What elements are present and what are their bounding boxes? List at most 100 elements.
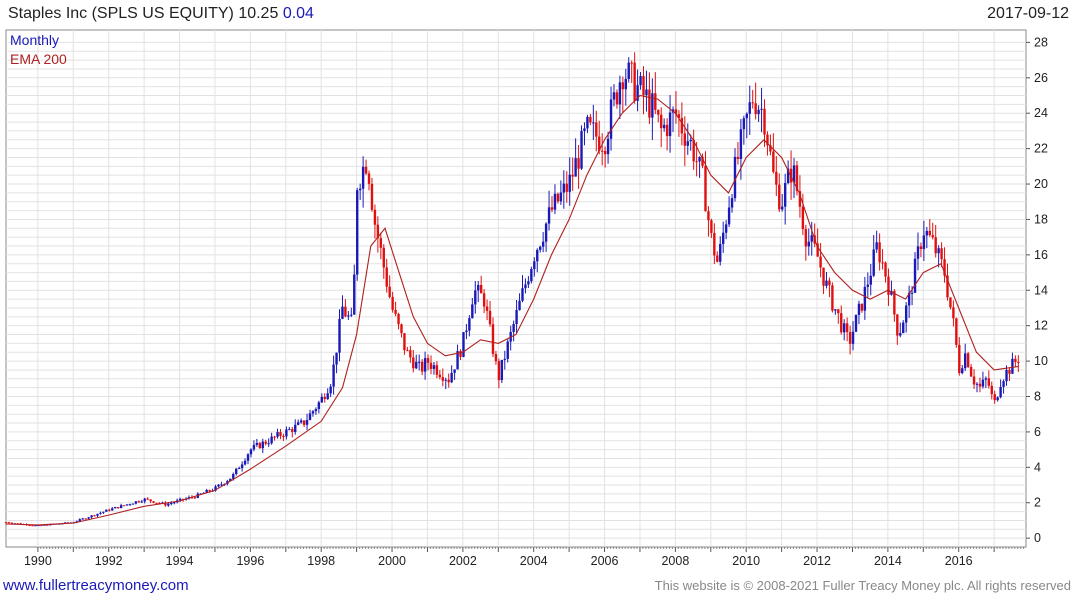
candle-body [128, 504, 132, 506]
candle-body [332, 364, 335, 387]
candle-body [152, 501, 155, 503]
candle-body [660, 114, 663, 129]
candle-body [592, 122, 595, 124]
candle-body [491, 324, 495, 355]
candle-body [294, 424, 297, 432]
candle-body [639, 76, 642, 86]
candle-body [825, 280, 828, 286]
candle-body [775, 171, 778, 185]
candle-body [792, 165, 796, 183]
candle-body [845, 323, 849, 333]
candle-body [465, 330, 468, 333]
candle-body [264, 441, 267, 444]
candle-body [739, 129, 743, 159]
candle-body [267, 443, 270, 445]
candle-body [344, 306, 347, 317]
y-tick-label: 0 [1034, 531, 1041, 545]
candle-body [426, 358, 430, 363]
candle-body [760, 108, 763, 110]
candle-body [471, 304, 474, 319]
candle-body [621, 82, 625, 90]
candle-body [928, 230, 931, 236]
candle-body [851, 331, 855, 344]
candle-body [468, 318, 471, 331]
candle-body [757, 109, 760, 115]
candle-body [341, 306, 344, 319]
candle-body [562, 183, 566, 193]
candle-body [146, 498, 149, 500]
candle-body [456, 351, 459, 370]
candle-body [884, 262, 887, 277]
legend-ema: EMA 200 [10, 51, 67, 67]
candle-body [137, 501, 141, 503]
candle-body [252, 444, 256, 450]
candle-body [606, 138, 610, 155]
candle-body [612, 92, 616, 100]
candle-body [902, 322, 905, 334]
candle-body [547, 207, 551, 224]
candle-body [795, 165, 799, 192]
candle-body [1008, 369, 1011, 374]
candle-body [668, 112, 672, 137]
candle-body [364, 166, 368, 174]
candle-body [143, 498, 146, 502]
y-tick-label: 14 [1034, 283, 1048, 297]
candle-body [978, 383, 982, 387]
candle-body [904, 305, 908, 323]
candle-body [834, 309, 837, 311]
candle-body [232, 474, 235, 479]
candle-body [273, 436, 276, 438]
y-tick-label: 18 [1034, 212, 1048, 226]
candle-body [485, 306, 489, 311]
candle-body [462, 332, 465, 357]
candle-body [887, 276, 890, 295]
candle-body [102, 511, 105, 513]
candle-body [831, 285, 834, 311]
candle-body [940, 248, 943, 260]
candle-body [84, 518, 87, 520]
candle-body [580, 130, 583, 169]
candle-body [400, 324, 403, 334]
x-tick-label: 1996 [236, 554, 264, 568]
candle-body [220, 484, 223, 486]
candle-body [727, 207, 731, 225]
candle-body [299, 420, 303, 423]
candle-body [559, 192, 563, 202]
candle-body [648, 89, 651, 118]
candle-body [778, 184, 781, 210]
candle-body [934, 237, 937, 254]
candle-body [922, 235, 926, 250]
candle-body [677, 114, 681, 118]
candle-body [869, 275, 872, 285]
candle-body [518, 300, 521, 311]
chart-title: Staples Inc (SPLS US EQUITY) 10.25 0.04 [8, 5, 314, 23]
site-link[interactable]: www.fullertreacymoney.com [3, 577, 189, 594]
candle-body [474, 290, 477, 305]
candle-body [863, 286, 867, 311]
candle-body [134, 501, 138, 504]
candle-body [370, 183, 374, 210]
candle-body [574, 158, 577, 177]
candle-body [651, 93, 654, 118]
y-tick-label: 4 [1034, 460, 1041, 474]
candle-body [164, 502, 167, 506]
candle-body [99, 512, 102, 514]
candle-body [178, 498, 182, 501]
candle-body [633, 62, 636, 101]
candle-body [447, 379, 450, 383]
candle-body [31, 525, 34, 527]
candle-body [719, 243, 722, 262]
candle-body [450, 372, 453, 383]
candle-body [158, 502, 161, 504]
candle-body [229, 478, 232, 482]
candles [4, 52, 1020, 527]
candle-body [544, 223, 548, 242]
candle-body [609, 99, 613, 139]
candle-body [255, 442, 259, 445]
candle-body [28, 525, 31, 527]
candle-body [854, 314, 858, 332]
candle-body [527, 281, 530, 285]
candle-body [801, 206, 805, 230]
candle-body [958, 344, 961, 374]
candle-body [872, 249, 875, 276]
